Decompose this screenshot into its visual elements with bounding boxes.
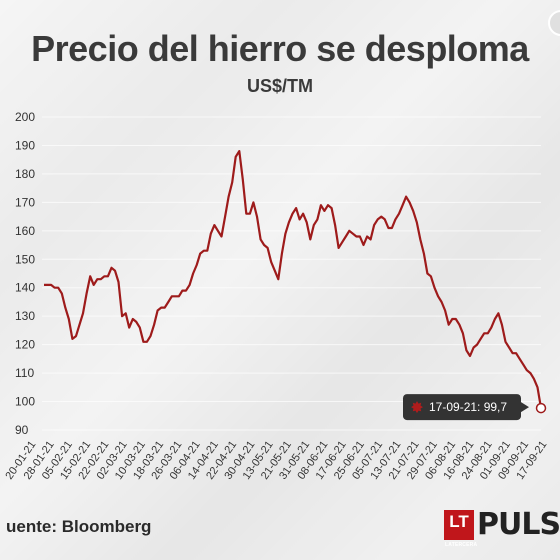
y-tick-label: 110 [15,366,34,380]
series-line [44,150,543,409]
chart-unit: US$/TM [246,76,313,96]
y-tick-label: 90 [15,423,29,437]
tooltip-label: 17-09-21: 99,7 [429,400,507,414]
tooltip-dot-icon [411,401,423,414]
y-tick-label: 120 [15,338,35,352]
tooltip-pointer [521,402,529,413]
value-tooltip: 17-09-21: 99,7 [403,394,529,421]
tooltip-box [403,394,521,421]
chart-grid [42,116,541,431]
y-tick-label: 140 [15,281,35,295]
source-label: uente: Bloomberg [6,517,152,536]
pulso-logo: LT LATERCERA PULSO [444,508,560,548]
y-tick-label: 190 [15,138,35,152]
end-point-marker [535,402,547,414]
y-tick-label: 170 [15,195,35,209]
brand-name: PULSO [477,507,560,542]
lt-logo-badge: LT LATERCERA [444,510,477,548]
y-tick-label: 160 [15,224,35,238]
y-tick-label: 200 [15,110,35,124]
y-tick-label: 180 [15,167,35,181]
y-tick-labels: 200 190 180 170 160 150 140 130 120 110 100 90 [15,110,35,437]
lt-logo-sub: LATERCERA [445,542,478,548]
y-tick-label: 130 [15,309,35,323]
lt-logo-letters: LT [449,512,469,531]
y-tick-label: 100 [15,395,35,409]
y-tick-label: 150 [15,252,35,266]
chart-title: Precio del hierro se desploma [31,28,529,69]
x-tick-labels: 20-01-2128-01-2105-02-2115-02-2122-02-21… [3,439,549,482]
